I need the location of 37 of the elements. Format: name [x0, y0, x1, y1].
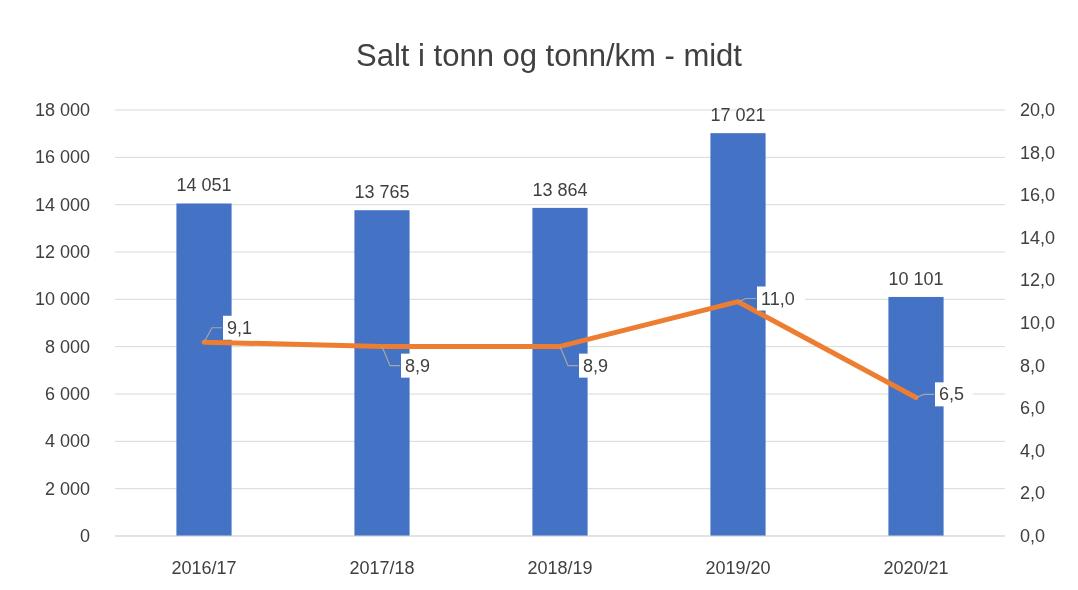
y2-tick-label: 18,0: [1020, 142, 1056, 163]
y2-tick-label: 10,0: [1020, 313, 1056, 333]
y2-tick-label: 0,0: [1020, 526, 1046, 546]
x-tick-label: 2017/18: [349, 558, 415, 578]
y2-tick-label: 16,0: [1020, 185, 1056, 206]
y2-tick-label: 6,0: [1020, 398, 1046, 419]
y-tick-label: 8 000: [44, 336, 90, 357]
y2-tick-label: 12,0: [1020, 270, 1056, 291]
data-label: 14 051: [176, 175, 232, 196]
y2-tick-label: 14,0: [1020, 227, 1056, 248]
y-tick-label: 14 000: [34, 194, 90, 215]
y-tick-label: 2 000: [44, 478, 90, 499]
data-label: 17 021: [710, 105, 766, 126]
y2-tick-label: 4,0: [1020, 440, 1046, 461]
data-label: 13 765: [354, 182, 410, 203]
x-tick-label: 2016/17: [171, 558, 237, 578]
y-tick-label: 10 000: [34, 289, 90, 310]
y2-tick-label: 8,0: [1020, 355, 1046, 376]
y-tick-label: 18 000: [34, 100, 90, 120]
y-tick-label: 0: [79, 526, 90, 546]
data-label: 11,0: [761, 288, 795, 309]
y-tick-label: 6 000: [44, 384, 90, 404]
y-tick-label: 16 000: [34, 147, 90, 168]
y2-tick-label: 2,0: [1020, 483, 1046, 504]
data-label: 9,1: [227, 317, 253, 338]
data-label: 8,9: [405, 355, 431, 376]
y-tick-label: 12 000: [34, 242, 90, 262]
chart-title: Salt i tonn og tonn/km - midt: [356, 38, 743, 73]
data-label: 13 864: [532, 179, 588, 200]
x-tick-label: 2018/19: [527, 558, 593, 578]
data-label: 8,9: [583, 355, 609, 376]
x-tick-label: 2020/21: [883, 558, 949, 578]
y2-tick-label: 20,0: [1020, 100, 1056, 120]
y-tick-label: 4 000: [44, 431, 90, 452]
x-tick-label: 2019/20: [705, 558, 771, 578]
data-label: 10 101: [888, 268, 944, 289]
data-label: 6,5: [939, 384, 965, 405]
